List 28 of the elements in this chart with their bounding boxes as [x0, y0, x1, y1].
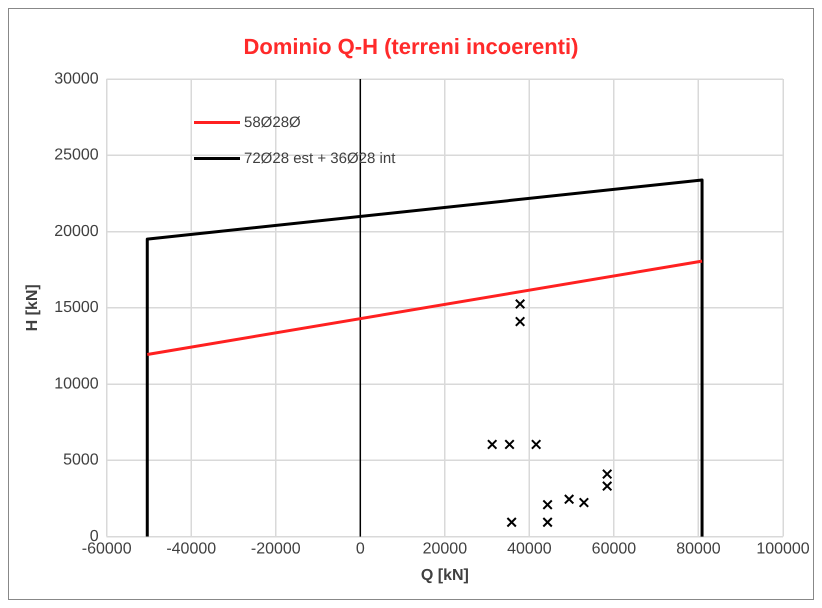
x-tick-label: 100000	[756, 540, 810, 558]
x-tick-label: 60000	[592, 540, 636, 558]
x-tick-label: 40000	[507, 540, 552, 558]
point	[578, 497, 590, 508]
x-axis-title: Q [kN]	[420, 566, 469, 584]
y-tick-label: 25000	[54, 146, 99, 164]
point	[542, 517, 553, 528]
point	[514, 298, 526, 310]
point	[486, 439, 498, 450]
y-tick-label: 5000	[63, 452, 99, 469]
x-tick-label: 80000	[676, 540, 721, 558]
y-axis-title: H [kN]	[24, 284, 42, 332]
x-tick-label: -40000	[166, 540, 216, 558]
y-tick-label: 10000	[54, 375, 99, 392]
point	[504, 439, 515, 450]
chart-title: Dominio Q-H (terreni incoerenti)	[242, 34, 580, 60]
point	[564, 494, 574, 504]
x-tick-label: 20000	[422, 540, 468, 558]
legend-label: 58Ø28Ø	[244, 114, 301, 130]
point	[514, 316, 526, 327]
y-tick-label: 20000	[54, 222, 99, 240]
y-tick-label: 15000	[54, 299, 99, 316]
x-tick-label: -20000	[250, 540, 301, 558]
y-tick-label: 30000	[54, 70, 99, 88]
point	[542, 499, 553, 510]
x-tick-label: 0	[356, 540, 365, 558]
point	[506, 517, 517, 528]
point	[530, 439, 542, 450]
